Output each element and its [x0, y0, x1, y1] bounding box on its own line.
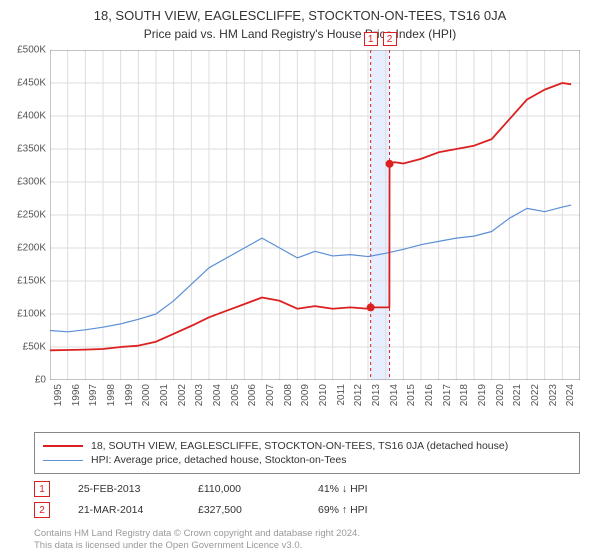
marker-date: 25-FEB-2013 — [78, 483, 198, 495]
x-tick-label: 2009 — [300, 384, 311, 406]
x-tick-label: 2024 — [565, 384, 576, 406]
y-tick-label: £200K — [17, 243, 46, 254]
x-tick-label: 2013 — [371, 384, 382, 406]
x-tick-label: 2014 — [389, 384, 400, 406]
x-tick-label: 1996 — [71, 384, 82, 406]
x-tick-label: 2002 — [177, 384, 188, 406]
x-tick-label: 2011 — [336, 384, 347, 406]
marker-row: 2 21-MAR-2014£327,50069% ↑ HPI — [34, 502, 594, 518]
legend-swatch — [43, 445, 83, 447]
chart-area: £0£50K£100K£150K£200K£250K£300K£350K£400… — [50, 50, 580, 380]
marker-badge: 1 — [34, 481, 50, 497]
x-tick-label: 2023 — [548, 384, 559, 406]
x-tick-label: 2005 — [230, 384, 241, 406]
x-tick-label: 2003 — [194, 384, 205, 406]
x-tick-label: 2015 — [406, 384, 417, 406]
chart-svg — [50, 50, 580, 380]
x-tick-label: 1997 — [88, 384, 99, 406]
y-tick-label: £300K — [17, 177, 46, 188]
chart-marker-1: 1 — [364, 32, 378, 46]
x-tick-label: 2006 — [247, 384, 258, 406]
x-tick-label: 1998 — [106, 384, 117, 406]
marker-delta: 41% ↓ HPI — [318, 483, 438, 495]
footer-line-2: This data is licensed under the Open Gov… — [34, 540, 360, 552]
y-tick-label: £0 — [35, 375, 46, 386]
marker-price: £110,000 — [198, 483, 318, 495]
footer-line-1: Contains HM Land Registry data © Crown c… — [34, 528, 360, 540]
legend-item: HPI: Average price, detached house, Stoc… — [43, 454, 571, 466]
x-tick-label: 2016 — [424, 384, 435, 406]
chart-title: 18, SOUTH VIEW, EAGLESCLIFFE, STOCKTON-O… — [0, 0, 600, 25]
marker-badge: 2 — [34, 502, 50, 518]
legend: 18, SOUTH VIEW, EAGLESCLIFFE, STOCKTON-O… — [34, 432, 580, 474]
legend-label: HPI: Average price, detached house, Stoc… — [91, 454, 346, 466]
y-tick-label: £150K — [17, 276, 46, 287]
y-tick-label: £350K — [17, 144, 46, 155]
y-tick-label: £100K — [17, 309, 46, 320]
chart-subtitle: Price paid vs. HM Land Registry's House … — [0, 27, 600, 41]
x-tick-label: 2022 — [530, 384, 541, 406]
y-tick-label: £500K — [17, 45, 46, 56]
x-tick-label: 1999 — [124, 384, 135, 406]
marker-price: £327,500 — [198, 504, 318, 516]
y-tick-label: £450K — [17, 78, 46, 89]
y-tick-label: £250K — [17, 210, 46, 221]
x-tick-label: 2018 — [459, 384, 470, 406]
x-tick-label: 2012 — [353, 384, 364, 406]
x-tick-label: 2019 — [477, 384, 488, 406]
marker-delta: 69% ↑ HPI — [318, 504, 438, 516]
x-tick-label: 2010 — [318, 384, 329, 406]
y-tick-label: £400K — [17, 111, 46, 122]
x-tick-label: 2008 — [283, 384, 294, 406]
legend-item: 18, SOUTH VIEW, EAGLESCLIFFE, STOCKTON-O… — [43, 440, 571, 452]
legend-label: 18, SOUTH VIEW, EAGLESCLIFFE, STOCKTON-O… — [91, 440, 508, 452]
chart-marker-2: 2 — [383, 32, 397, 46]
x-tick-label: 2004 — [212, 384, 223, 406]
marker-table: 1 25-FEB-2013£110,00041% ↓ HPI 2 21-MAR-201… — [34, 476, 594, 523]
y-tick-label: £50K — [23, 342, 46, 353]
x-tick-label: 2020 — [495, 384, 506, 406]
legend-swatch — [43, 460, 83, 461]
x-tick-label: 2021 — [512, 384, 523, 406]
marker-date: 21-MAR-2014 — [78, 504, 198, 516]
marker-row: 1 25-FEB-2013£110,00041% ↓ HPI — [34, 481, 594, 497]
x-tick-label: 2007 — [265, 384, 276, 406]
x-tick-label: 2000 — [141, 384, 152, 406]
x-tick-label: 2017 — [442, 384, 453, 406]
x-tick-label: 1995 — [53, 384, 64, 406]
footer: Contains HM Land Registry data © Crown c… — [34, 528, 360, 553]
x-tick-label: 2001 — [159, 384, 170, 406]
